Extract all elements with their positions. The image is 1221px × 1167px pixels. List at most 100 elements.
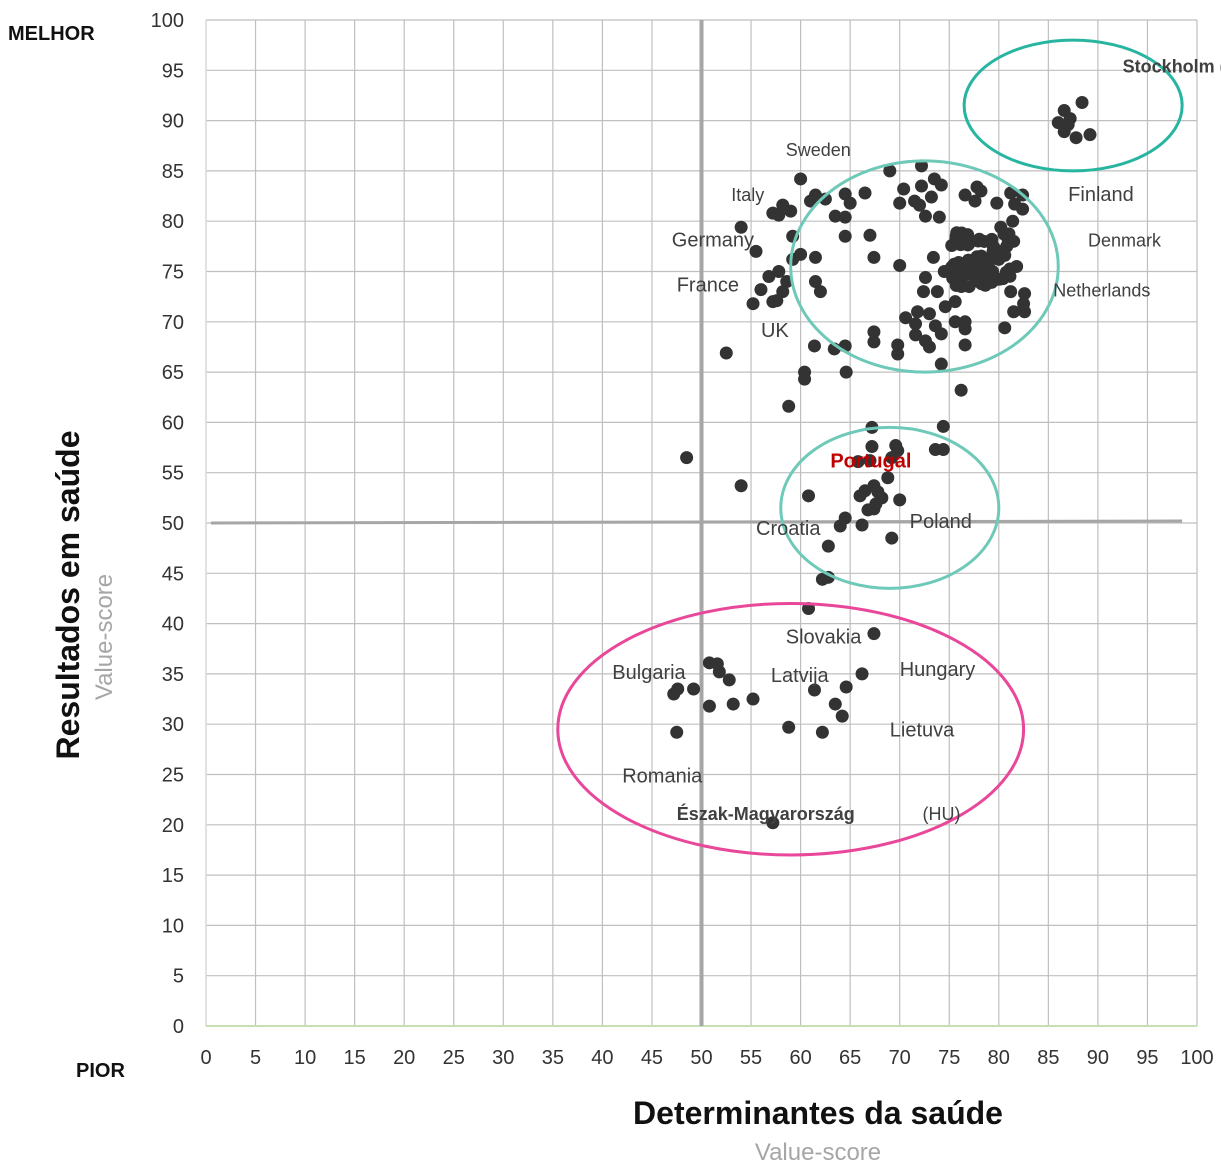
cluster-ellipses — [556, 38, 1184, 857]
data-points — [667, 95, 1097, 830]
x-tick-label: 75 — [938, 1047, 960, 1069]
data-point — [838, 210, 852, 224]
y-tick-label: 5 — [173, 966, 184, 988]
y-tick-label: 85 — [162, 161, 184, 183]
annotation-label: France — [677, 275, 739, 297]
data-point — [945, 239, 959, 253]
x-axis-title: Determinantes da saúde — [633, 1095, 1003, 1131]
annotation-label: Denmark — [1088, 230, 1162, 250]
annotation-label: Lietuva — [890, 719, 955, 741]
annotation-label: Italy — [731, 185, 764, 205]
data-point — [937, 265, 951, 278]
data-point — [885, 531, 899, 545]
annotation-label: Bulgaria — [612, 662, 686, 684]
data-point — [865, 440, 879, 454]
annotation-label: Romania — [622, 766, 703, 788]
data-point — [893, 258, 907, 272]
data-point — [828, 209, 842, 223]
x-tick-label: 60 — [789, 1047, 811, 1069]
data-point — [867, 335, 881, 349]
data-point — [891, 338, 905, 352]
data-point — [772, 265, 786, 278]
data-point — [853, 489, 867, 503]
data-point — [839, 680, 853, 694]
data-point — [746, 297, 760, 311]
x-tick-label: 80 — [988, 1047, 1010, 1069]
data-point — [780, 275, 794, 289]
data-point — [766, 206, 780, 220]
x-tick-label: 45 — [641, 1047, 663, 1069]
data-point — [970, 180, 984, 194]
y-tick-label: 80 — [162, 211, 184, 233]
data-point — [867, 627, 881, 641]
data-point — [726, 697, 740, 711]
data-point — [994, 220, 1008, 234]
y-tick-label: 70 — [162, 312, 184, 334]
data-point — [913, 198, 927, 212]
data-point — [838, 229, 852, 243]
data-point — [958, 188, 972, 202]
data-point — [1006, 214, 1020, 228]
data-point — [833, 519, 847, 533]
annotation-label: Germany — [672, 229, 754, 251]
data-point — [867, 502, 881, 516]
data-point — [782, 399, 796, 413]
y-tick-label: 10 — [162, 915, 184, 937]
y-tick-label: 55 — [162, 463, 184, 485]
annotation-label: Latvija — [771, 665, 830, 687]
reference-line-y — [210, 519, 1183, 525]
cluster-ellipse-main — [789, 159, 1060, 374]
data-point — [1018, 287, 1032, 301]
data-point — [958, 264, 972, 278]
data-point — [804, 194, 818, 208]
data-point — [897, 182, 911, 196]
x-tick-label: 25 — [443, 1047, 465, 1069]
y-tick-label: 50 — [162, 513, 184, 535]
data-point — [746, 692, 760, 706]
data-point — [909, 328, 923, 342]
x-tick-label: 5 — [250, 1047, 261, 1069]
data-point — [958, 315, 972, 329]
data-point — [992, 252, 1006, 266]
data-point — [863, 454, 877, 468]
x-tick-label: 35 — [542, 1047, 564, 1069]
data-point — [915, 179, 929, 193]
data-point — [712, 665, 726, 679]
y-tick-label: 0 — [173, 1016, 184, 1038]
data-point — [1075, 95, 1089, 109]
y-axis-title: Resultados em saúde — [50, 431, 86, 760]
data-point — [770, 294, 784, 308]
data-point — [918, 209, 932, 223]
annotation-label: Poland — [910, 511, 972, 533]
data-point — [1069, 131, 1083, 145]
data-point — [998, 321, 1012, 335]
data-point — [808, 275, 822, 289]
annotation-label: Finland — [1068, 184, 1134, 206]
data-point — [734, 479, 748, 493]
data-point — [990, 196, 1004, 210]
data-point — [950, 226, 964, 240]
data-point — [922, 340, 936, 354]
corner-bottom-label: PIOR — [76, 1060, 125, 1082]
y-tick-label: 95 — [162, 60, 184, 82]
data-point — [1083, 128, 1097, 142]
y-tick-label: 75 — [162, 262, 184, 284]
data-point — [938, 300, 952, 314]
annotation-label: Hungary — [900, 659, 976, 681]
data-point — [911, 305, 925, 319]
data-point — [687, 682, 701, 696]
x-tick-label: 90 — [1087, 1047, 1109, 1069]
data-point — [893, 196, 907, 210]
x-tick-label: 20 — [393, 1047, 415, 1069]
data-point — [754, 283, 768, 297]
data-point — [881, 471, 895, 485]
y-tick-label: 100 — [151, 10, 184, 32]
data-point — [802, 489, 816, 503]
data-point — [962, 280, 976, 294]
x-tick-label: 100 — [1180, 1047, 1213, 1069]
x-tick-label: 30 — [492, 1047, 514, 1069]
y-tick-label: 25 — [162, 765, 184, 787]
data-point — [835, 709, 849, 723]
annotation-label: Stockholm (SE) — [1123, 56, 1221, 76]
